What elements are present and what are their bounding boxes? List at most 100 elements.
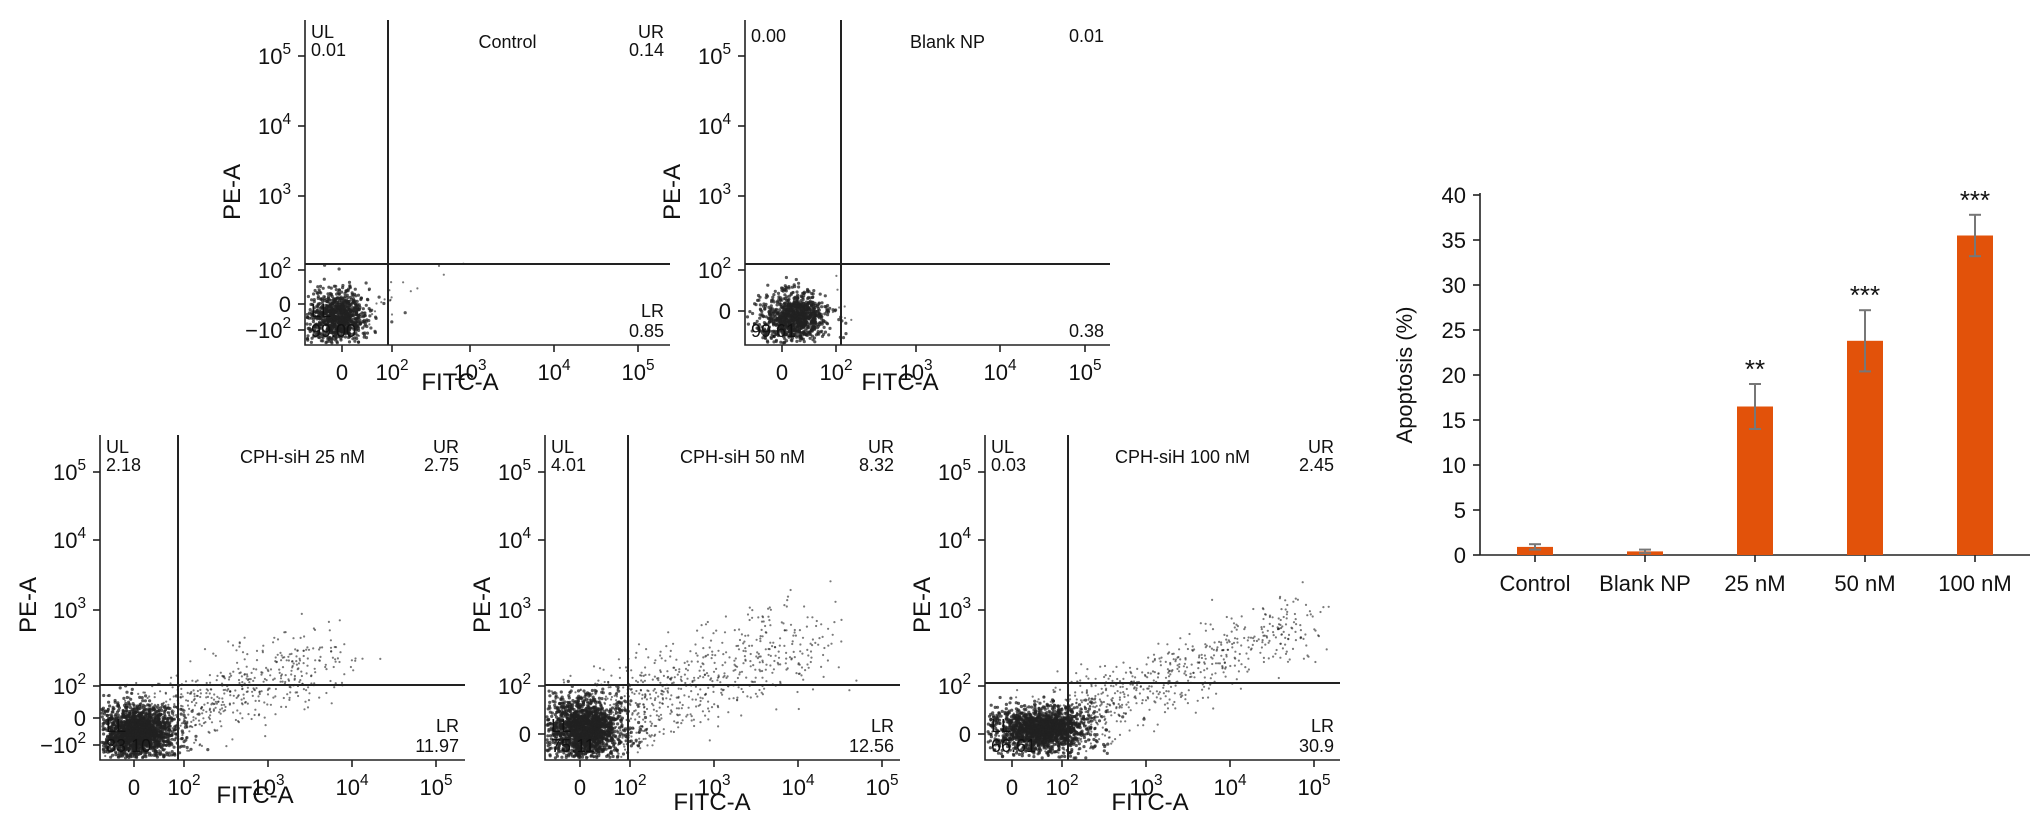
scatter-dot bbox=[796, 326, 799, 329]
scatter-dot bbox=[285, 659, 288, 662]
scatter-dot bbox=[780, 313, 785, 317]
scatter-dot bbox=[130, 692, 133, 695]
scatter-dot bbox=[254, 708, 257, 711]
scatter-dot bbox=[115, 710, 119, 714]
scatter-dot bbox=[348, 308, 352, 312]
scatter-dot bbox=[280, 705, 283, 709]
scatter-dot bbox=[194, 717, 197, 720]
scatter-dot bbox=[311, 320, 315, 324]
scatter-dot bbox=[363, 313, 367, 317]
scatter-dot bbox=[272, 696, 275, 699]
scatter-dot bbox=[287, 678, 290, 681]
scatter-dot bbox=[116, 756, 119, 759]
scatter-dot bbox=[794, 277, 798, 282]
scatter-dot bbox=[265, 666, 268, 670]
scatter-dot bbox=[316, 285, 320, 289]
scatter-dot bbox=[260, 673, 263, 676]
quadrant-value-ll: 99.00 bbox=[311, 321, 356, 341]
scatter-dot bbox=[362, 335, 366, 339]
scatter-dot bbox=[331, 331, 335, 335]
scatter-dot bbox=[799, 336, 803, 340]
scatter-dot bbox=[363, 324, 367, 328]
scatter-dot bbox=[365, 331, 370, 335]
scatter-dot bbox=[193, 697, 196, 701]
scatter-dot bbox=[312, 627, 315, 630]
scatter-dot bbox=[368, 314, 372, 318]
scatter-dot bbox=[102, 732, 106, 736]
scatter-dot bbox=[402, 281, 405, 284]
scatter-events bbox=[305, 262, 465, 345]
scatter-dot bbox=[199, 692, 202, 695]
scatter-dot bbox=[773, 289, 777, 293]
scatter-dot bbox=[346, 295, 350, 300]
scatter-dot bbox=[220, 703, 223, 707]
scatter-dot bbox=[253, 689, 256, 692]
flow-panel: 0 102 103 104 105−1020102103104105FITC-APE-A… bbox=[219, 20, 670, 396]
scatter-dot bbox=[795, 304, 800, 308]
scatter-dot bbox=[237, 667, 240, 670]
scatter-dot bbox=[305, 337, 310, 341]
scatter-dot bbox=[227, 640, 230, 643]
scatter-dot bbox=[186, 704, 190, 707]
scatter-dot bbox=[546, 741, 550, 745]
scatter-dot bbox=[823, 312, 827, 316]
scatter-dot bbox=[804, 322, 807, 325]
scatter-dot bbox=[343, 310, 346, 313]
scatter-dot bbox=[241, 688, 244, 691]
scatter-dot bbox=[161, 745, 165, 748]
scatter-dot bbox=[205, 681, 208, 685]
scatter-dot bbox=[762, 302, 766, 306]
scatter-dot bbox=[135, 681, 138, 685]
scatter-dot bbox=[317, 335, 321, 339]
scatter-dot bbox=[280, 659, 283, 662]
scatter-dot bbox=[827, 333, 831, 337]
scatter-dot bbox=[797, 307, 802, 311]
scatter-dot bbox=[258, 691, 261, 694]
scatter-dot bbox=[843, 316, 847, 320]
scatter-dot bbox=[390, 281, 393, 284]
scatter-dot bbox=[772, 300, 776, 304]
scatter-dot bbox=[359, 297, 363, 302]
scatter-dot bbox=[278, 668, 281, 671]
scatter-dot bbox=[124, 699, 127, 702]
scatter-dot bbox=[238, 681, 241, 685]
scatter-dot bbox=[266, 688, 269, 692]
panel-title: CPH-siH 25 nM bbox=[240, 447, 365, 467]
scatter-dot bbox=[590, 688, 595, 693]
scatter-dot bbox=[168, 754, 171, 757]
scatter-dot bbox=[820, 301, 824, 305]
scatter-dot bbox=[281, 680, 284, 683]
quadrant-label-ur: UR bbox=[638, 22, 664, 42]
scatter-dot bbox=[559, 690, 563, 694]
scatter-dot bbox=[764, 315, 768, 319]
scatter-dot bbox=[143, 731, 146, 734]
scatter-dot bbox=[330, 312, 335, 316]
flow-panel: 0 102 103 104 1050102103104105FITC-APE-ACPH-… bbox=[469, 435, 900, 816]
scatter-dot bbox=[305, 322, 309, 326]
scatter-dot bbox=[162, 720, 166, 725]
scatter-dot bbox=[172, 695, 175, 698]
scatter-dot bbox=[234, 718, 237, 722]
scatter-dot bbox=[196, 713, 199, 716]
scatter-dot bbox=[234, 689, 237, 692]
scatter-dot bbox=[138, 726, 141, 729]
scatter-dot bbox=[288, 696, 291, 699]
scatter-dot bbox=[153, 696, 156, 699]
scatter-dot bbox=[193, 695, 196, 698]
scatter-dot bbox=[229, 672, 232, 675]
scatter-dot bbox=[149, 724, 152, 727]
scatter-dot bbox=[200, 707, 203, 710]
scatter-dot bbox=[616, 722, 620, 726]
scatter-dot bbox=[784, 289, 788, 293]
scatter-dot bbox=[373, 330, 377, 335]
scatter-dot bbox=[367, 319, 371, 323]
scatter-dot bbox=[122, 696, 126, 701]
scatter-dot bbox=[346, 287, 351, 291]
scatter-dot bbox=[208, 707, 212, 710]
scatter-dot bbox=[195, 701, 198, 705]
scatter-dot bbox=[239, 712, 242, 715]
scatter-dot bbox=[139, 731, 142, 734]
scatter-dot bbox=[165, 700, 168, 703]
scatter-dot bbox=[307, 699, 311, 702]
scatter-dot bbox=[831, 310, 835, 314]
